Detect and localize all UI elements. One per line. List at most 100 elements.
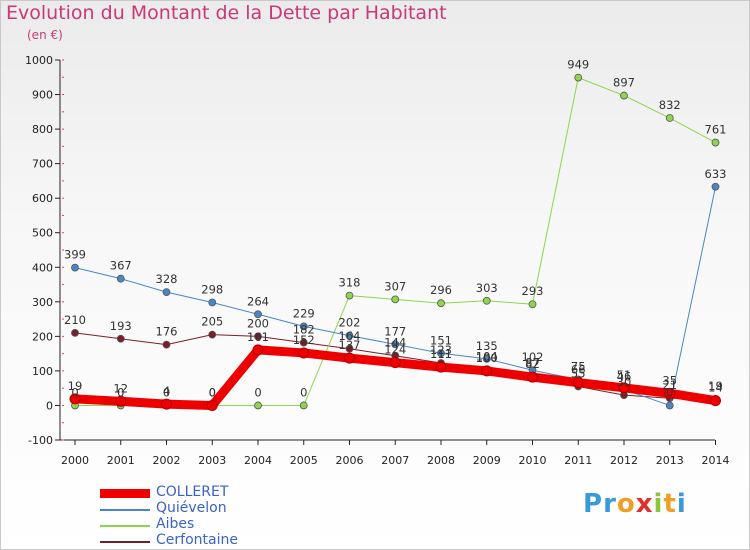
data-label-colleret: 66 [571, 363, 586, 377]
data-label-quievelon: 399 [64, 248, 86, 262]
data-label-quievelon: 102 [522, 350, 544, 364]
data-point-colleret [435, 361, 447, 373]
data-point-colleret [481, 365, 493, 377]
data-point-cerfontaine [162, 340, 171, 349]
data-label-quievelon: 135 [476, 339, 498, 353]
chart-unit-label: (en €) [27, 28, 63, 42]
data-label-aibes: 0 [117, 385, 124, 399]
x-tick-label: 2006 [336, 454, 364, 467]
data-label-aibes: 0 [163, 385, 170, 399]
data-point-aibes [345, 291, 354, 300]
x-tick-label: 2012 [610, 454, 638, 467]
data-label-cerfontaine: 104 [476, 350, 498, 364]
y-tick-label: 700 [32, 158, 53, 171]
legend-label-colleret: COLLERET [156, 484, 229, 500]
data-point-quievelon [437, 349, 445, 358]
data-point-aibes [620, 91, 628, 100]
data-label-quievelon: 202 [339, 316, 361, 330]
data-point-colleret [664, 387, 676, 399]
data-label-aibes: 307 [384, 279, 406, 293]
data-point-quievelon [116, 274, 125, 283]
data-label-cerfontaine: 205 [201, 315, 223, 329]
data-label-aibes: 0 [71, 385, 78, 399]
logo-letter: t [663, 489, 677, 519]
legend-swatch-colleret [100, 489, 150, 498]
x-tick-label: 2000 [61, 454, 89, 467]
y-tick-label: 500 [32, 227, 53, 240]
data-point-cerfontaine [71, 329, 79, 337]
data-label-colleret: 14 [708, 381, 723, 395]
data-point-quievelon [208, 298, 217, 307]
data-point-aibes [574, 73, 583, 82]
logo-letter: r [603, 489, 617, 519]
data-label-cerfontaine: 200 [247, 316, 269, 330]
proxiti-logo: Proxiti [583, 489, 687, 519]
y-tick-label: 100 [32, 365, 53, 378]
data-label-cerfontaine: 19 [708, 379, 723, 393]
data-label-aibes: 949 [567, 58, 589, 72]
x-tick-label: 2010 [519, 454, 547, 467]
data-label-colleret: 100 [476, 351, 498, 365]
data-label-quievelon: 151 [430, 333, 452, 347]
legend-swatch-cerfontaine [100, 541, 150, 543]
data-label-aibes: 832 [659, 98, 681, 112]
data-point-cerfontaine [345, 344, 354, 353]
data-label-colleret: 137 [339, 338, 361, 352]
data-label-colleret: 0 [209, 385, 216, 399]
data-label-quievelon: 328 [156, 272, 178, 286]
data-point-colleret [618, 382, 630, 394]
data-label-colleret: 19 [68, 379, 83, 393]
x-tick-label: 2011 [564, 454, 592, 467]
legend-label-quievelon: Quiévelon [156, 500, 227, 516]
data-label-aibes: 0 [254, 385, 261, 399]
y-tick-label: 0 [46, 399, 53, 412]
data-label-quievelon: 75 [571, 360, 586, 374]
data-point-aibes [665, 114, 674, 122]
data-label-cerfontaine: 87 [525, 355, 540, 369]
data-label-colleret: 124 [384, 343, 406, 357]
data-point-colleret [389, 357, 401, 369]
data-point-quievelon [711, 182, 720, 191]
data-point-colleret [710, 395, 721, 407]
data-point-colleret [115, 395, 127, 407]
chart-title: Evolution du Montant de la Dette par Hab… [6, 2, 447, 24]
data-label-cerfontaine: 30 [617, 375, 632, 389]
data-label-cerfontaine: 210 [64, 313, 86, 327]
data-point-cerfontaine [208, 330, 217, 339]
data-label-aibes: 761 [705, 123, 727, 137]
data-label-aibes: 318 [339, 276, 361, 290]
data-label-colleret: 161 [247, 330, 269, 344]
logo-letter: i [676, 489, 687, 519]
logo-letter: x [635, 489, 654, 519]
data-label-aibes: 0 [300, 385, 307, 399]
x-tick-label: 2004 [244, 454, 272, 467]
data-point-aibes [711, 138, 720, 147]
data-label-cerfontaine: 176 [156, 325, 178, 339]
data-point-quievelon [345, 331, 354, 340]
logo-letter: P [583, 489, 604, 519]
logo-letter: i [653, 489, 664, 519]
data-point-aibes [482, 296, 491, 305]
data-point-cerfontaine [299, 338, 308, 347]
data-label-colleret: 111 [430, 347, 452, 361]
data-label-colleret: 82 [525, 357, 540, 371]
data-label-colleret: 35 [662, 373, 677, 387]
legend-swatch-aibes [100, 525, 150, 527]
x-tick-label: 2014 [702, 454, 730, 467]
data-label-quievelon: 633 [705, 167, 727, 181]
y-tick-label: 300 [32, 296, 53, 309]
data-point-quievelon [482, 354, 491, 363]
data-point-colleret [206, 399, 218, 411]
data-point-aibes [437, 299, 445, 308]
y-tick-label: 1000 [25, 54, 53, 67]
y-tick-label: -100 [28, 434, 53, 447]
data-point-cerfontaine [254, 332, 262, 341]
data-label-aibes: 293 [522, 284, 544, 298]
data-label-cerfontaine: 55 [571, 366, 586, 380]
data-point-aibes [299, 401, 308, 410]
x-tick-label: 2003 [198, 454, 226, 467]
legend-label-cerfontaine: Cerfontaine [156, 532, 238, 548]
y-tick-label: 800 [32, 123, 53, 136]
x-tick-label: 2009 [473, 454, 501, 467]
